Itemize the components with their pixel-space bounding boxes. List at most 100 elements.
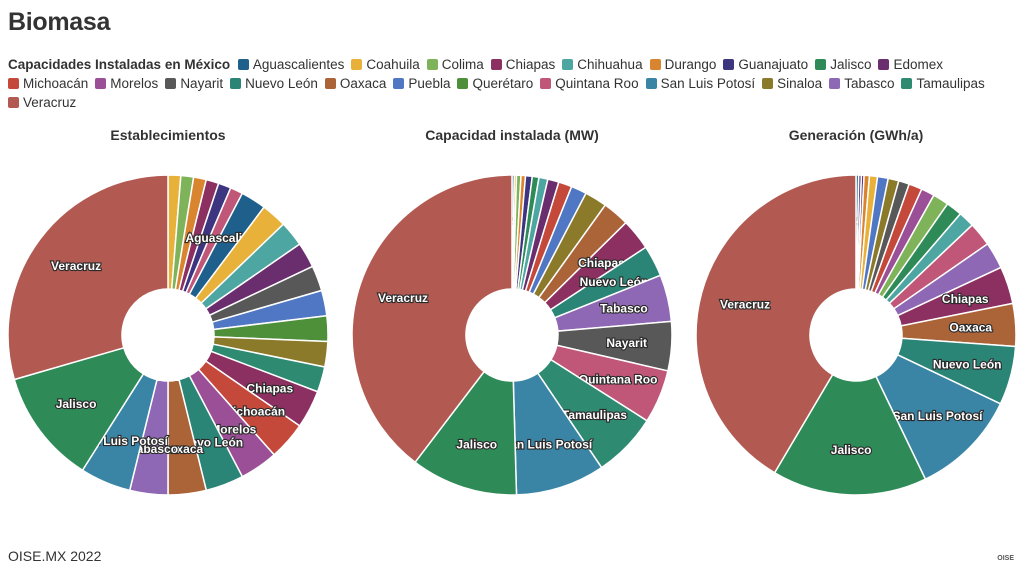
legend-item[interactable]: Colima [426,55,484,74]
legend-label: Aguascalientes [252,57,345,72]
legend: Capacidades Instaladas en México Aguasca… [8,55,1008,112]
legend-label: Chiapas [505,57,556,72]
legend-swatch [762,78,774,89]
chart-title: Establecimientos [110,127,225,143]
legend-label: San Luis Potosí [660,76,756,91]
legend-swatch [649,59,661,70]
legend-item[interactable]: Veracruz [8,93,76,112]
legend-label: Colima [441,57,484,72]
legend-item[interactable]: San Luis Potosí [645,74,756,93]
legend-label: Morelos [110,76,159,91]
legend-item[interactable]: Coahuila [351,55,420,74]
pie-slice[interactable] [773,373,927,496]
legend-label: Coahuila [366,57,420,72]
slice-label: Quintana Roo [579,372,658,386]
legend-item[interactable]: Guanajuato [723,55,808,74]
legend-swatch [230,78,242,89]
legend-item[interactable]: Michoacán [8,74,88,93]
legend-label: Veracruz [23,95,77,110]
legend-item[interactable]: Nuevo León [230,74,318,93]
legend-item[interactable]: Morelos [95,74,158,93]
legend-label: Durango [664,57,717,72]
legend-swatch [723,59,735,70]
legend-swatch [165,78,177,89]
pie-slice[interactable] [874,353,1002,481]
slice-label: Chiapas [578,256,625,270]
legend-swatch [426,59,438,70]
legend-swatch [393,78,405,89]
legend-label: Jalisco [830,57,872,72]
legend-label: Querétaro [472,76,534,91]
legend-swatch [351,59,363,70]
slice-label: San Luis Potosí [892,409,983,423]
legend-label: Guanajuato [738,57,809,72]
slice-label: Oaxaca [949,321,992,335]
slice-label: Morelos [210,423,256,437]
chart-title: Generación (GWh/a) [789,127,924,143]
slice-label: Jalisco [831,443,872,457]
legend-swatch [8,97,19,108]
legend-swatch [237,59,249,70]
slice-label: Tabasco [600,301,648,315]
legend-swatch [457,78,469,89]
pie-charts: EstablecimientosAguascalientesChiapasMic… [7,127,1017,496]
legend-item[interactable]: Quintana Roo [540,74,639,93]
slice-label: Chiapas [942,292,989,306]
legend-label: Edomex [893,57,943,72]
legend-swatch [901,78,913,89]
legend-item[interactable]: Nayarit [165,74,223,93]
slice-label: San Luis Potosí [502,437,593,451]
legend-label: Nayarit [180,76,224,91]
chart-title: Capacidad instalada (MW) [425,127,598,143]
legend-swatch [540,78,552,89]
legend-title: Capacidades Instaladas en México [8,57,231,72]
legend-item[interactable]: Chihuahua [562,55,643,74]
page-title: Biomasa [8,8,111,36]
footer-source: OISE.MX 2022 [8,548,102,564]
slice-label: Chiapas [246,381,293,395]
legend-label: Michoacán [23,76,89,91]
legend-label: Tamaulipas [916,76,985,91]
legend-swatch [645,78,657,89]
legend-label: Oaxaca [339,76,387,91]
slice-label: Nuevo León [933,357,1002,371]
slice-label: Nuevo León [580,275,649,289]
pie-slice[interactable] [13,346,145,472]
pie-slice[interactable] [413,370,518,496]
legend-swatch [878,59,890,70]
legend-swatch [95,78,107,89]
legend-label: Sinaloa [777,76,823,91]
legend-item[interactable]: Tabasco [829,74,894,93]
slice-label: Oaxaca [161,442,204,456]
legend-item[interactable]: Jalisco [815,55,871,74]
legend-item[interactable]: Durango [649,55,717,74]
legend-label: Nuevo León [245,76,318,91]
legend-item[interactable]: Chiapas [490,55,556,74]
legend-item[interactable]: Querétaro [457,74,533,93]
legend-swatch [815,59,827,70]
legend-label: Puebla [408,76,451,91]
legend-label: Chihuahua [577,57,643,72]
slice-label: Veracruz [720,298,770,312]
legend-item[interactable]: Oaxaca [324,74,387,93]
legend-swatch [562,59,574,70]
slice-label: Nayarit [606,336,647,350]
legend-swatch [490,59,502,70]
legend-item[interactable]: Puebla [393,74,450,93]
pie-slice[interactable] [7,174,169,381]
legend-item[interactable]: Aguascalientes [237,55,345,74]
pie-slice[interactable] [351,174,513,464]
legend-label: Tabasco [844,76,895,91]
slice-label: Veracruz [378,291,428,305]
slice-label: Tabasco [130,442,178,456]
footer-logo: OISE [997,555,1014,562]
legend-swatch [829,78,841,89]
legend-item[interactable]: Sinaloa [762,74,822,93]
legend-swatch [8,78,19,89]
legend-label: Quintana Roo [555,76,639,91]
legend-item[interactable]: Edomex [878,55,943,74]
legend-swatch [324,78,336,89]
legend-item[interactable]: Tamaulipas [901,74,985,93]
slice-label: Veracruz [51,259,101,273]
pie-slice[interactable] [695,174,857,474]
